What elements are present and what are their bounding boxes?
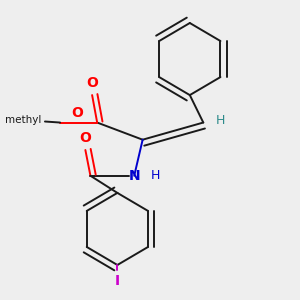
Text: I: I <box>115 274 120 288</box>
Text: O: O <box>71 106 83 120</box>
Text: H: H <box>216 114 226 127</box>
Text: H: H <box>150 169 160 182</box>
Text: O: O <box>86 76 98 90</box>
Text: N: N <box>128 169 140 183</box>
Text: O: O <box>80 131 91 145</box>
Text: methyl: methyl <box>5 115 42 125</box>
